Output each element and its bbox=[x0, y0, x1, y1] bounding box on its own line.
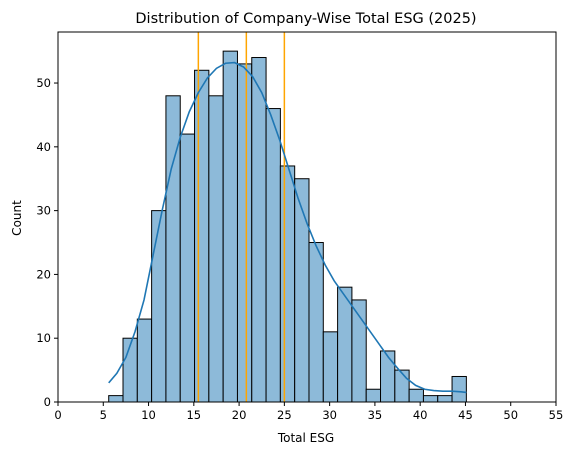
x-axis-label: Total ESG bbox=[277, 431, 334, 445]
x-tick-label: 20 bbox=[232, 408, 247, 422]
x-tick-label: 45 bbox=[458, 408, 473, 422]
histogram-bar bbox=[108, 395, 124, 403]
histogram-bar bbox=[451, 375, 467, 403]
histogram-bar bbox=[422, 395, 439, 403]
histogram-bar bbox=[322, 331, 339, 403]
histogram-bar bbox=[294, 178, 310, 403]
histogram-bar bbox=[222, 50, 238, 403]
histogram-bar bbox=[408, 388, 424, 403]
histogram-bar bbox=[279, 165, 296, 403]
histogram-bar bbox=[308, 242, 324, 403]
histogram-bar bbox=[365, 388, 382, 403]
histogram-bar bbox=[265, 108, 281, 403]
chart-title: Distribution of Company-Wise Total ESG (… bbox=[135, 11, 476, 27]
histogram-bar bbox=[136, 318, 153, 403]
y-axis-label: Count bbox=[10, 200, 24, 236]
histogram-bar bbox=[179, 133, 196, 403]
x-tick-label: 5 bbox=[100, 408, 107, 422]
x-tick-label: 35 bbox=[368, 408, 383, 422]
x-tick-label: 0 bbox=[54, 408, 61, 422]
histogram-bar bbox=[208, 95, 224, 403]
histogram-bar bbox=[236, 63, 253, 403]
histogram-bars bbox=[108, 50, 467, 403]
histogram-bar bbox=[122, 337, 138, 403]
histogram-bar bbox=[151, 210, 167, 403]
kde-curve bbox=[108, 61, 467, 394]
histogram-bar bbox=[251, 57, 267, 403]
histogram-bar bbox=[165, 95, 181, 403]
histogram-bar bbox=[394, 369, 410, 403]
x-tick-label: 15 bbox=[186, 408, 201, 422]
x-tick-label: 50 bbox=[503, 408, 518, 422]
x-tick-label: 10 bbox=[141, 408, 156, 422]
histogram-bar bbox=[337, 286, 353, 403]
x-tick-label: 25 bbox=[277, 408, 292, 422]
plot-frame bbox=[57, 31, 557, 403]
y-tick-label: 30 bbox=[36, 204, 51, 218]
y-axis-ticks: 0 10 20 30 40 50 bbox=[36, 76, 58, 409]
histogram-bar bbox=[437, 395, 453, 403]
histogram-bar bbox=[194, 69, 210, 403]
y-tick-label: 50 bbox=[36, 76, 51, 90]
x-tick-label: 55 bbox=[549, 408, 564, 422]
y-tick-label: 20 bbox=[36, 267, 51, 281]
histogram-bar bbox=[380, 350, 396, 403]
y-tick-label: 0 bbox=[44, 395, 51, 409]
y-tick-label: 10 bbox=[36, 331, 51, 345]
x-axis-ticks: 0 5 10 15 20 25 30 35 40 45 50 55 bbox=[54, 402, 563, 422]
x-tick-label: 40 bbox=[413, 408, 428, 422]
y-tick-label: 40 bbox=[36, 140, 51, 154]
x-tick-label: 30 bbox=[322, 408, 337, 422]
